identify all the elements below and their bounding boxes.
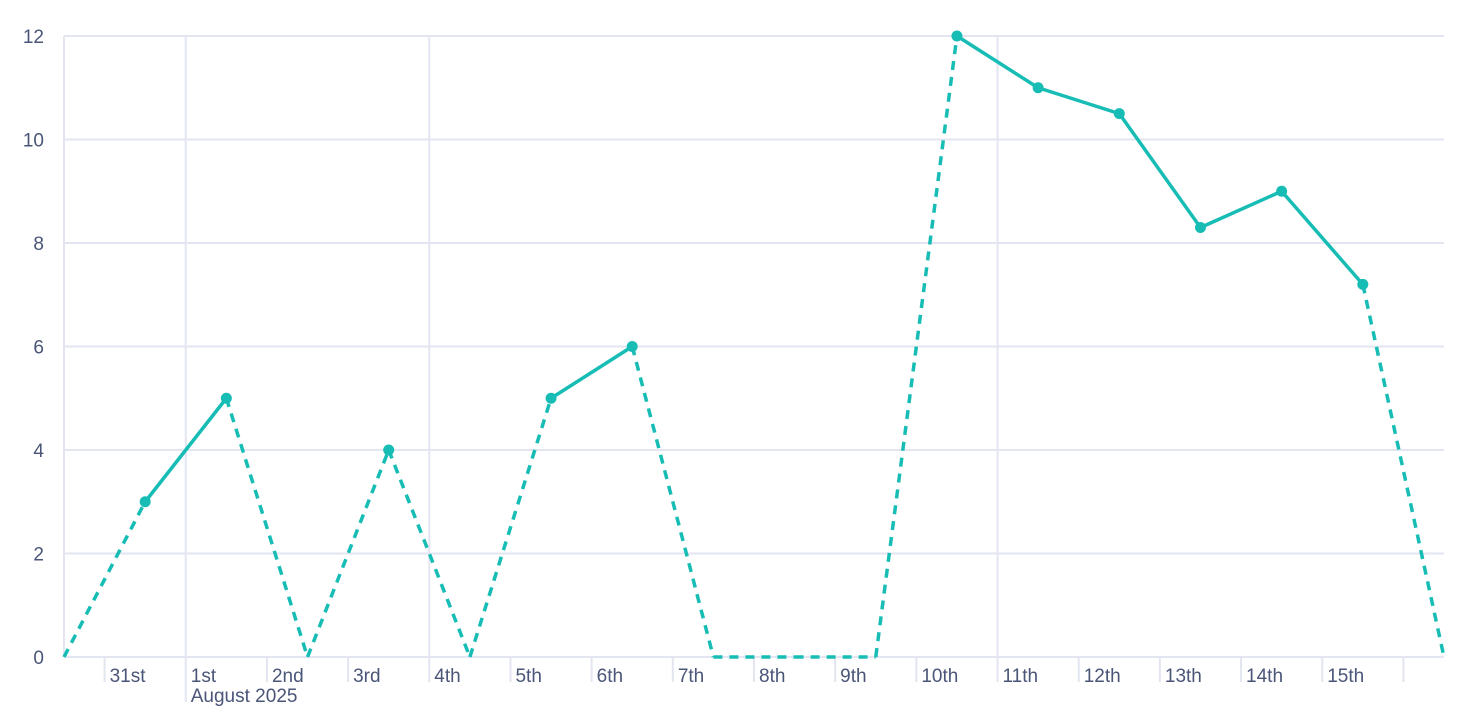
y-tick-label: 10 bbox=[23, 131, 44, 152]
data-point bbox=[1194, 221, 1206, 233]
y-tick-label: 0 bbox=[33, 648, 44, 669]
x-tick-label: 10th bbox=[921, 666, 958, 687]
x-tick-label: 15th bbox=[1327, 666, 1364, 687]
data-point bbox=[1357, 278, 1369, 290]
data-point bbox=[220, 392, 232, 404]
series-segment bbox=[1280, 190, 1365, 286]
series-segment-missing bbox=[224, 397, 310, 658]
series-segment-missing bbox=[874, 35, 959, 658]
y-tick-label: 12 bbox=[23, 27, 44, 48]
series-segment-missing bbox=[630, 346, 716, 658]
data-point bbox=[383, 444, 395, 456]
series-segment-missing bbox=[62, 500, 147, 658]
x-tick-label: 11th bbox=[1003, 666, 1039, 687]
series-line bbox=[62, 34, 1446, 659]
series-segment-missing bbox=[387, 449, 472, 658]
series-segment bbox=[1037, 86, 1120, 116]
data-point bbox=[951, 30, 963, 42]
series-segment bbox=[1199, 189, 1283, 230]
x-tick-label: 14th bbox=[1246, 666, 1283, 687]
series-segment-missing bbox=[305, 449, 391, 658]
y-tick-label: 6 bbox=[33, 338, 44, 359]
data-point bbox=[1113, 108, 1125, 120]
data-point bbox=[139, 496, 151, 508]
series-segment bbox=[550, 345, 634, 400]
series-segment-missing bbox=[1361, 284, 1446, 658]
x-tick-label: 6th bbox=[597, 666, 623, 687]
x-tick-label: 13th bbox=[1165, 666, 1202, 687]
series-points bbox=[139, 30, 1369, 508]
month-label: August 2025 bbox=[191, 686, 298, 707]
grid bbox=[63, 35, 1444, 658]
x-tick-label: 7th bbox=[678, 666, 704, 687]
data-point bbox=[545, 392, 557, 404]
y-tick-label: 8 bbox=[33, 234, 44, 255]
data-point bbox=[1032, 82, 1044, 94]
x-tick-label: 8th bbox=[759, 666, 785, 687]
x-tick-label: 4th bbox=[434, 666, 460, 687]
x-tick-label: 31st bbox=[110, 666, 147, 687]
data-point bbox=[1276, 185, 1288, 197]
x-tick-label: 12th bbox=[1084, 666, 1121, 687]
y-tick-label: 2 bbox=[33, 545, 44, 566]
x-tick-label: 9th bbox=[840, 666, 866, 687]
series-segment bbox=[143, 397, 228, 503]
y-tick-label: 4 bbox=[33, 441, 44, 462]
series-segment bbox=[1117, 112, 1202, 229]
x-tick-label: 3rd bbox=[353, 666, 380, 687]
x-tick-label: 1st bbox=[191, 666, 217, 687]
x-tick-label: 2nd bbox=[272, 666, 304, 687]
x-tick-label: 5th bbox=[515, 666, 541, 687]
series-segment bbox=[956, 34, 1040, 90]
series-segment-missing bbox=[468, 397, 553, 658]
data-point bbox=[626, 341, 638, 352]
